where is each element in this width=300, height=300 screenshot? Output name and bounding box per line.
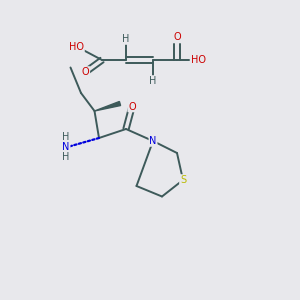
Text: HO: HO — [69, 41, 84, 52]
Text: H: H — [122, 34, 130, 44]
Text: N: N — [149, 136, 157, 146]
Text: H: H — [62, 152, 70, 163]
Text: O: O — [82, 67, 89, 77]
Text: O: O — [173, 32, 181, 43]
Polygon shape — [94, 101, 121, 111]
Text: S: S — [180, 175, 186, 185]
Text: N: N — [62, 142, 70, 152]
Text: O: O — [128, 101, 136, 112]
Text: HO: HO — [190, 55, 206, 65]
Text: H: H — [149, 76, 157, 86]
Text: H: H — [62, 131, 70, 142]
